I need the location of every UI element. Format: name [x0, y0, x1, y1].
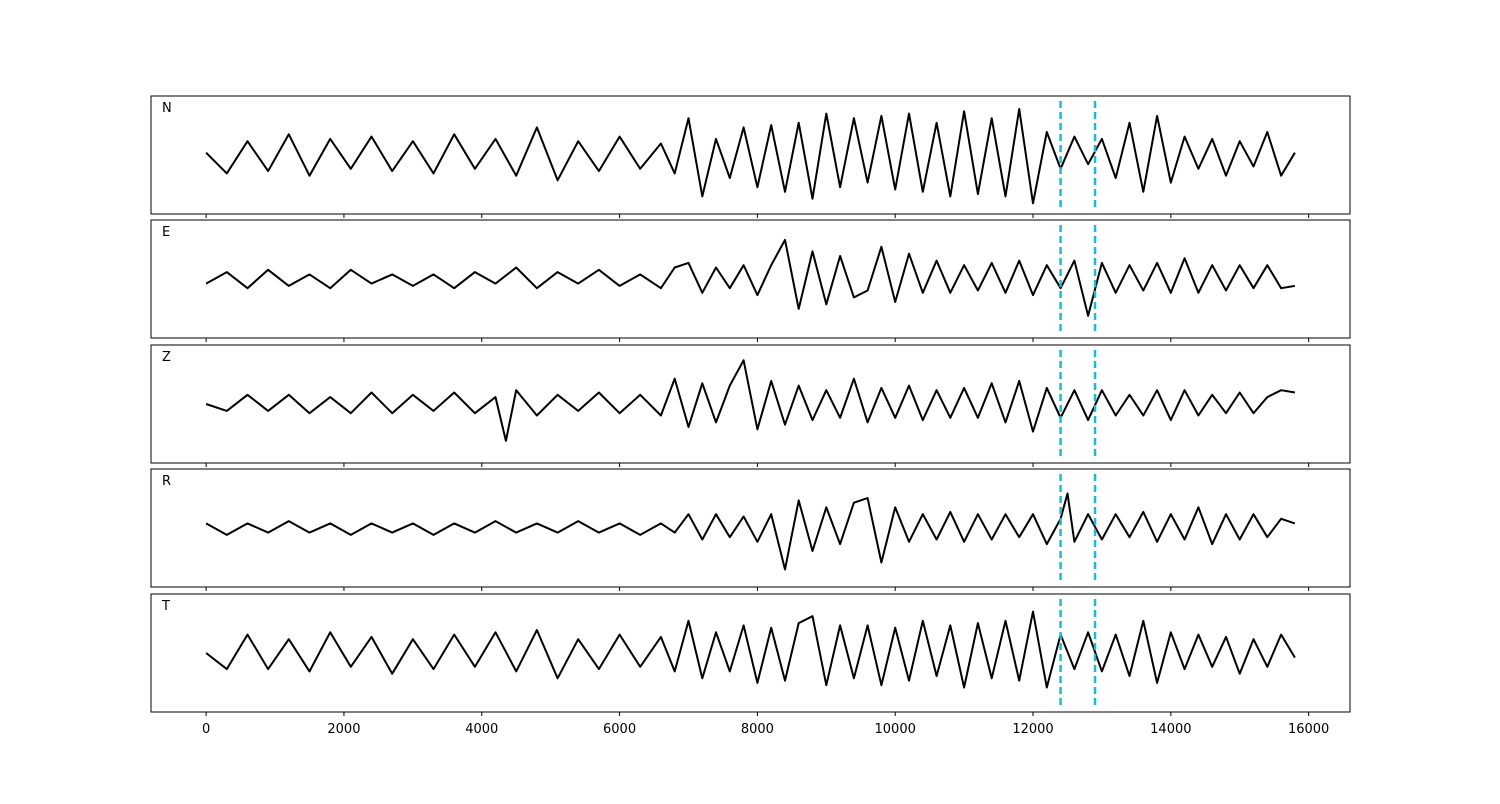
- x-tick-label: 8000: [741, 722, 774, 737]
- waveform-trace-t: [205, 610, 1296, 689]
- panel-frame: [150, 344, 1351, 464]
- panel-r: R: [150, 468, 1351, 591]
- x-tick-label: 0: [202, 722, 210, 737]
- channel-label: N: [162, 101, 172, 116]
- x-tick-label: 16000: [1288, 722, 1329, 737]
- x-tick-label: 10000: [875, 722, 916, 737]
- panel-n: N: [150, 95, 1351, 218]
- x-tick-label: 6000: [603, 722, 636, 737]
- waveform-trace-e: [205, 238, 1296, 317]
- x-tick-label: 12000: [1012, 722, 1053, 737]
- panel-z: Z: [150, 344, 1351, 467]
- panel-t: T: [150, 593, 1351, 716]
- channel-label: T: [161, 599, 170, 614]
- waveform-trace-n: [205, 108, 1296, 205]
- panel-frame: [150, 219, 1351, 339]
- x-tick-label: 14000: [1150, 722, 1191, 737]
- panel-e: E: [150, 219, 1351, 342]
- channel-label: Z: [162, 350, 171, 365]
- waveform-trace-z: [205, 359, 1296, 442]
- channel-label: R: [162, 474, 171, 489]
- panel-frame: [150, 593, 1351, 713]
- waveform-trace-r: [205, 492, 1296, 571]
- x-tick-label: 2000: [327, 722, 360, 737]
- panel-frame: [150, 95, 1351, 215]
- panel-frame: [150, 468, 1351, 588]
- x-axis: 0 2000 4000 6000 8000 10000 12000 14000 16000: [202, 722, 1329, 737]
- channel-label: E: [162, 225, 170, 240]
- x-tick-label: 4000: [465, 722, 498, 737]
